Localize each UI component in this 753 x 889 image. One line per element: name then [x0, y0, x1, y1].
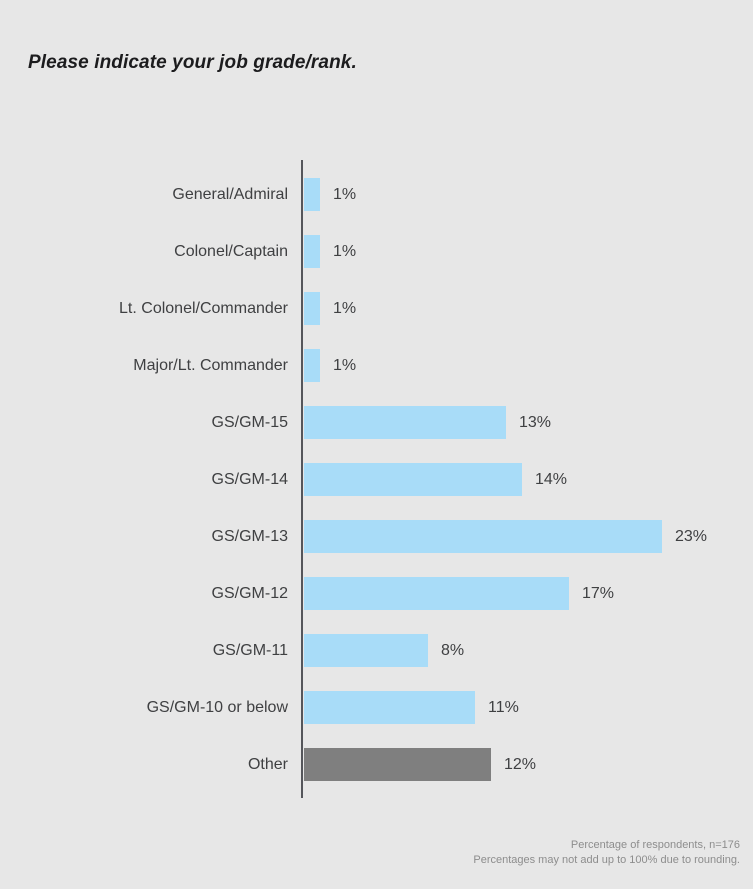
category-label: Colonel/Captain	[174, 242, 288, 260]
value-label: 17%	[582, 584, 615, 602]
bar	[304, 349, 320, 382]
footnote: Percentage of respondents, n=176 Percent…	[473, 838, 740, 868]
category-label: GS/GM-15	[211, 413, 288, 431]
chart-row: GS/GM-12 17%	[0, 565, 753, 622]
y-axis-line	[301, 160, 303, 798]
chart-row: Lt. Colonel/Commander 1%	[0, 280, 753, 337]
footnote-line-1: Percentage of respondents, n=176	[570, 839, 740, 851]
category-label: Major/Lt. Commander	[133, 356, 288, 374]
bar	[304, 748, 491, 781]
chart-row: Other 12%	[0, 736, 753, 793]
chart-row: Colonel/Captain 1%	[0, 223, 753, 280]
value-label: 1%	[333, 242, 357, 260]
chart-row: GS/GM-14 14%	[0, 451, 753, 508]
bar	[304, 691, 475, 724]
bar	[304, 406, 506, 439]
chart-row: GS/GM-11 8%	[0, 622, 753, 679]
bar	[304, 520, 662, 553]
value-label: 12%	[504, 755, 537, 773]
bar	[304, 292, 320, 325]
value-label: 8%	[441, 641, 465, 659]
bar	[304, 463, 522, 496]
value-label: 1%	[333, 299, 357, 317]
category-label: Lt. Colonel/Commander	[119, 299, 288, 317]
chart-title: Please indicate your job grade/rank.	[28, 52, 357, 73]
bar	[304, 634, 428, 667]
value-label: 13%	[519, 413, 552, 431]
value-label: 11%	[488, 698, 519, 716]
category-label: GS/GM-14	[211, 470, 288, 488]
chart-row: GS/GM-10 or below 11%	[0, 679, 753, 736]
category-label: General/Admiral	[172, 185, 288, 203]
category-label: GS/GM-10 or below	[146, 698, 288, 716]
bar	[304, 235, 320, 268]
chart-row: Major/Lt. Commander 1%	[0, 337, 753, 394]
bar	[304, 577, 569, 610]
footnote-line-2: Percentages may not add up to 100% due t…	[473, 854, 740, 866]
category-label: GS/GM-13	[211, 527, 288, 545]
bar	[304, 178, 320, 211]
value-label: 1%	[333, 356, 357, 374]
value-label: 1%	[333, 185, 357, 203]
value-label: 23%	[675, 527, 708, 545]
chart-rows: General/Admiral 1% Colonel/Captain 1% Lt. Co…	[0, 166, 753, 793]
category-label: GS/GM-11	[212, 641, 288, 659]
chart-row: GS/GM-13 23%	[0, 508, 753, 565]
category-label: Other	[247, 755, 288, 773]
chart-row: GS/GM-15 13%	[0, 394, 753, 451]
category-label: GS/GM-12	[211, 584, 288, 602]
value-label: 14%	[535, 470, 568, 488]
chart-row: General/Admiral 1%	[0, 166, 753, 223]
